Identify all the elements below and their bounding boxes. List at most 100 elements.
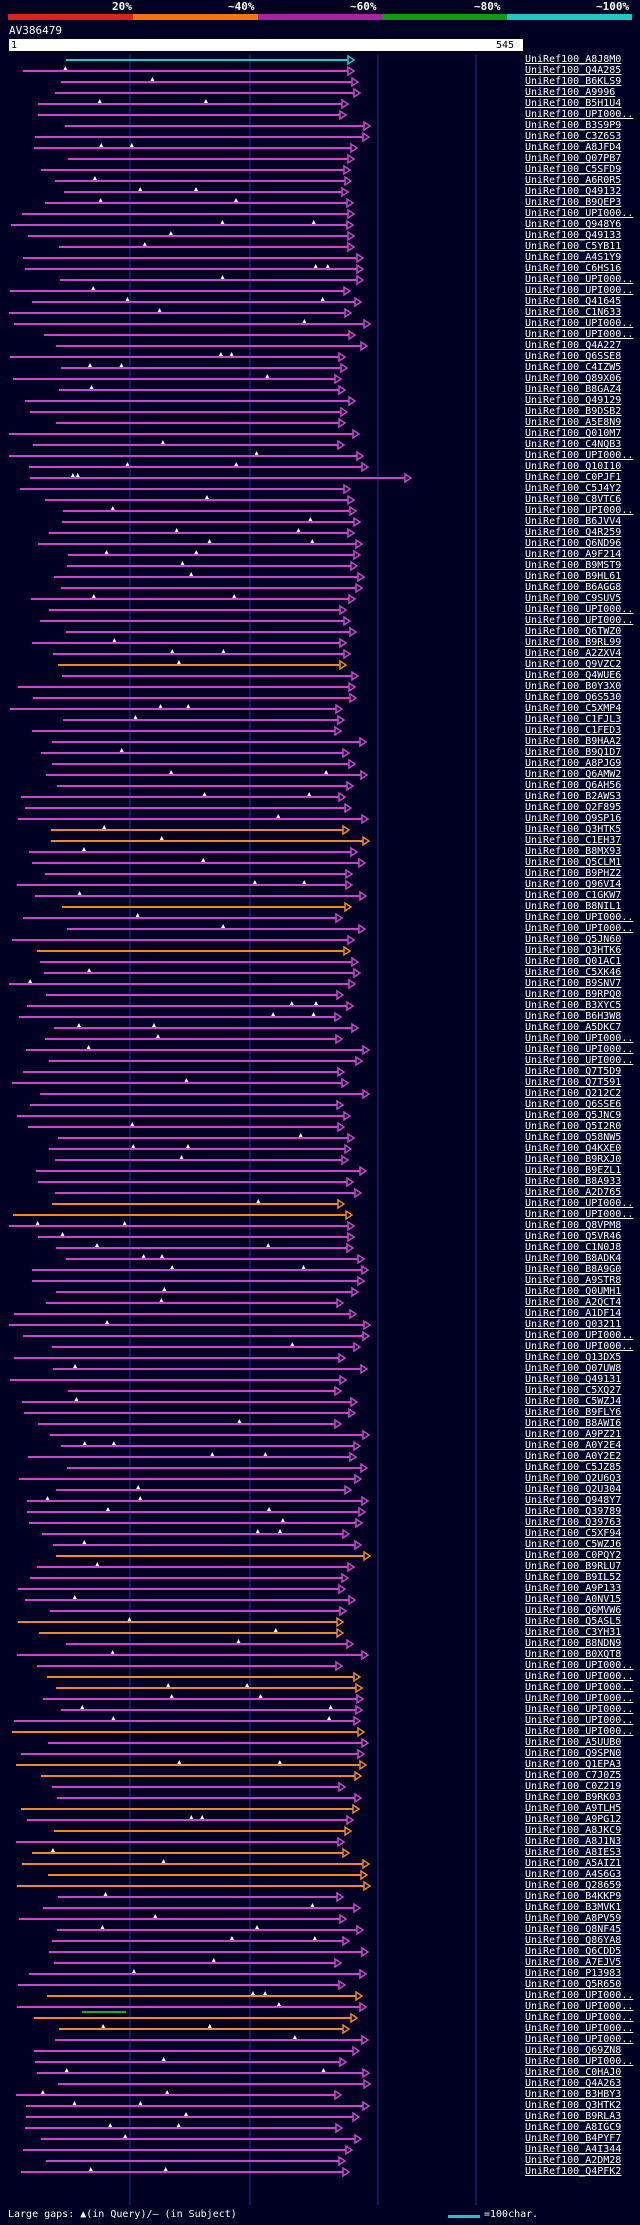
hit-label[interactable]: UniRef100_UPI000.. [525,1704,634,1715]
hit-label[interactable]: UniRef100_P13983 [525,1968,622,1979]
hit-label[interactable]: UniRef100_B8MX93 [525,846,622,857]
hit-label[interactable]: UniRef100_Q39789 [525,1506,622,1517]
hit-label[interactable]: UniRef100_A2QCT4 [525,1297,622,1308]
hit-label[interactable]: UniRef100_UPI000.. [525,1726,634,1737]
hit-label[interactable]: UniRef100_B6H3W8 [525,1011,622,1022]
hit-label[interactable]: UniRef100_A9P133 [525,1583,622,1594]
hit-label[interactable]: UniRef100_Q5I2R0 [525,1121,622,1132]
hit-label[interactable]: UniRef100_B3S9P9 [525,120,622,131]
hit-label[interactable]: UniRef100_A8IES3 [525,1847,622,1858]
hit-label[interactable]: UniRef100_Q49133 [525,230,622,241]
hit-label[interactable]: UniRef100_A9TLH5 [525,1803,622,1814]
hit-label[interactable]: UniRef100_A9PZ21 [525,1429,622,1440]
hit-label[interactable]: UniRef100_UPI000.. [525,912,634,923]
hit-label[interactable]: UniRef100_Q41645 [525,296,622,307]
hit-label[interactable]: UniRef100_Q9SP16 [525,813,622,824]
hit-label[interactable]: UniRef100_UPI000.. [525,1044,634,1055]
hit-label[interactable]: UniRef100_UPI000.. [525,1660,634,1671]
hit-label[interactable]: UniRef100_A8JKC9 [525,1825,622,1836]
hit-label[interactable]: UniRef100_Q8NF45 [525,1924,622,1935]
hit-label[interactable]: UniRef100_C4IZW5 [525,362,622,373]
hit-label[interactable]: UniRef100_C6HS16 [525,263,622,274]
hit-label[interactable]: UniRef100_Q4PFK2 [525,2166,622,2177]
hit-label[interactable]: UniRef100_Q5JN60 [525,934,622,945]
hit-label[interactable]: UniRef100_B8NIL1 [525,901,622,912]
hit-label[interactable]: UniRef100_C5XQ27 [525,1385,622,1396]
hit-label[interactable]: UniRef100_Q6TWZ0 [525,626,622,637]
hit-label[interactable]: UniRef100_B9RL99 [525,637,622,648]
hit-label[interactable]: UniRef100_Q6AMW2 [525,769,622,780]
hit-label[interactable]: UniRef100_UPI000.. [525,2034,634,2045]
hit-label[interactable]: UniRef100_A9996 [525,87,616,98]
hit-label[interactable]: UniRef100_A0Y2E4 [525,1440,622,1451]
hit-label[interactable]: UniRef100_Q13DX5 [525,1352,622,1363]
hit-label[interactable]: UniRef100_A8J1N3 [525,1836,622,1847]
hit-label[interactable]: UniRef100_Q10I10 [525,461,622,472]
hit-label[interactable]: UniRef100_Q6ND96 [525,538,622,549]
hit-label[interactable]: UniRef100_B9RLU7 [525,1561,622,1572]
hit-label[interactable]: UniRef100_B9FLY6 [525,1407,622,1418]
hit-label[interactable]: UniRef100_C0Z219 [525,1781,622,1792]
hit-label[interactable]: UniRef100_Q4A285 [525,65,622,76]
hit-label[interactable]: UniRef100_B9RPQ0 [525,989,622,1000]
hit-label[interactable]: UniRef100_B3XYC5 [525,1000,622,1011]
hit-label[interactable]: UniRef100_A2ZXV4 [525,648,622,659]
hit-label[interactable]: UniRef100_B2AWS3 [525,791,622,802]
hit-label[interactable]: UniRef100_A6R0R5 [525,175,622,186]
hit-label[interactable]: UniRef100_C7J0Z5 [525,1770,622,1781]
hit-label[interactable]: UniRef100_A1DF14 [525,1308,622,1319]
hit-label[interactable]: UniRef100_A9STR8 [525,1275,622,1286]
hit-label[interactable]: UniRef100_A5UUB0 [525,1737,622,1748]
hit-label[interactable]: UniRef100_UPI000.. [525,274,634,285]
hit-label[interactable]: UniRef100_B0XQT8 [525,1649,622,1660]
hit-label[interactable]: UniRef100_C1GKW7 [525,890,622,901]
hit-label[interactable]: UniRef100_Q89X06 [525,373,622,384]
hit-label[interactable]: UniRef100_Q3HTK2 [525,2100,622,2111]
hit-label[interactable]: UniRef100_C1EH37 [525,835,622,846]
hit-label[interactable]: UniRef100_Q4KXE0 [525,1143,622,1154]
hit-label[interactable]: UniRef100_A5AIZ1 [525,1858,622,1869]
hit-label[interactable]: UniRef100_Q07UW8 [525,1363,622,1374]
hit-label[interactable]: UniRef100_UPI000.. [525,208,634,219]
hit-label[interactable]: UniRef100_A7EJV5 [525,1957,622,1968]
hit-label[interactable]: UniRef100_Q010M7 [525,428,622,439]
hit-label[interactable]: UniRef100_Q9VZC2 [525,659,622,670]
hit-label[interactable]: UniRef100_Q3HTK5 [525,824,622,835]
hit-label[interactable]: UniRef100_A8PV59 [525,1913,622,1924]
hit-label[interactable]: UniRef100_UPI000.. [525,615,634,626]
hit-label[interactable]: UniRef100_B9RLA3 [525,2111,622,2122]
hit-label[interactable]: UniRef100_Q86YA8 [525,1935,622,1946]
hit-label[interactable]: UniRef100_B8NDN9 [525,1638,622,1649]
hit-label[interactable]: UniRef100_UPI000.. [525,2001,634,2012]
hit-label[interactable]: UniRef100_Q0UMH1 [525,1286,622,1297]
hit-label[interactable]: UniRef100_Q2F895 [525,802,622,813]
hit-label[interactable]: UniRef100_C9SUV5 [525,593,622,604]
hit-label[interactable]: UniRef100_A2D765 [525,1187,622,1198]
hit-label[interactable]: UniRef100_B6JVV4 [525,516,622,527]
hit-label[interactable]: UniRef100_B8ADK4 [525,1253,622,1264]
hit-label[interactable]: UniRef100_B9HAA2 [525,736,622,747]
hit-label[interactable]: UniRef100_A5DKC7 [525,1022,622,1033]
hit-label[interactable]: UniRef100_UPI000.. [525,923,634,934]
hit-label[interactable]: UniRef100_UPI000.. [525,1341,634,1352]
hit-label[interactable]: UniRef100_UPI000.. [525,1671,634,1682]
hit-label[interactable]: UniRef100_UPI000.. [525,1330,634,1341]
hit-label[interactable]: UniRef100_Q8VPM8 [525,1220,622,1231]
hit-label[interactable]: UniRef100_B8GAZ4 [525,384,622,395]
hit-label[interactable]: UniRef100_B9QEP3 [525,197,622,208]
hit-label[interactable]: UniRef100_C0HAJ0 [525,2067,622,2078]
hit-label[interactable]: UniRef100_UPI000.. [525,329,634,340]
hit-label[interactable]: UniRef100_Q03211 [525,1319,622,1330]
hit-label[interactable]: UniRef100_Q28659 [525,1880,622,1891]
hit-label[interactable]: UniRef100_UPI000.. [525,1198,634,1209]
hit-label[interactable]: UniRef100_B0Y3X0 [525,681,622,692]
hit-label[interactable]: UniRef100_C0PJF1 [525,472,622,483]
hit-label[interactable]: UniRef100_B8AWI6 [525,1418,622,1429]
hit-label[interactable]: UniRef100_Q7T591 [525,1077,622,1088]
hit-label[interactable]: UniRef100_Q5ASL5 [525,1616,622,1627]
hit-label[interactable]: UniRef100_A4I344 [525,2144,622,2155]
hit-label[interactable]: UniRef100_C5JZ85 [525,1462,622,1473]
hit-label[interactable]: UniRef100_B9PHZ2 [525,868,622,879]
hit-label[interactable]: UniRef100_B9DSB2 [525,406,622,417]
hit-label[interactable]: UniRef100_Q5CLM1 [525,857,622,868]
